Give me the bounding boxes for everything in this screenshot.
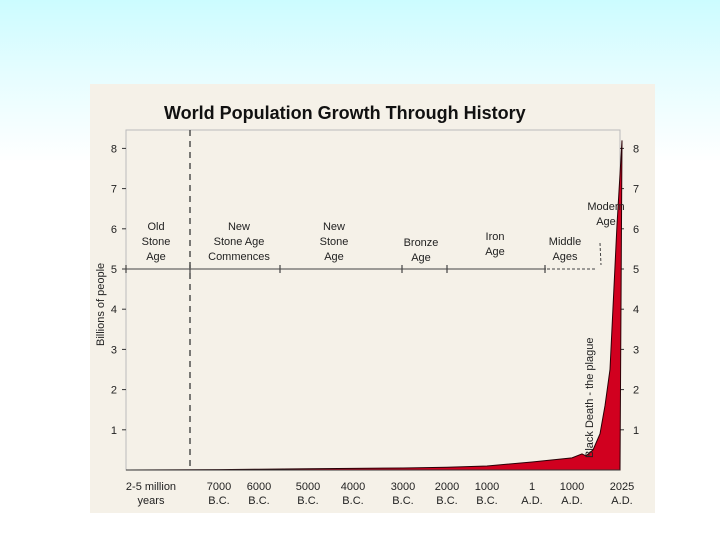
- x-tick-label: 6000 B.C.: [247, 481, 271, 507]
- x-tick-line2: B.C.: [436, 495, 457, 507]
- era-label-line: Age: [146, 251, 166, 263]
- era-label-line: New: [228, 221, 250, 233]
- y-tick-label-right: 8: [633, 143, 639, 155]
- x-tick-line2: B.C.: [342, 495, 363, 507]
- x-tick-line1: 2025: [610, 481, 634, 493]
- era-label-line: Stone: [320, 236, 349, 248]
- x-tick-line2: B.C.: [476, 495, 497, 507]
- x-tick-line1: 7000: [207, 481, 231, 493]
- population-area: [126, 140, 623, 471]
- era-label-line: Age: [411, 252, 431, 264]
- era-label-line: Modern: [587, 201, 624, 213]
- x-tick-line1: 2000: [435, 481, 459, 493]
- era-label-line: Age: [485, 246, 505, 258]
- era-label: Modern Age: [587, 201, 624, 228]
- y-tick-label-right: 4: [633, 304, 639, 316]
- chart-title: World Population Growth Through History: [164, 103, 526, 123]
- x-tick-label: 3000 B.C.: [391, 481, 415, 507]
- era-label-line: Age: [324, 251, 344, 263]
- x-tick-line1: 3000: [391, 481, 415, 493]
- x-tick-label: 1000 A.D.: [560, 481, 584, 507]
- x-tick-line2: B.C.: [208, 495, 229, 507]
- era-label-line: Ages: [552, 251, 578, 263]
- black-death-annotation: Black Death - the plague: [584, 338, 596, 458]
- x-tick-line1: 1000: [560, 481, 584, 493]
- x-tick-line1: 6000: [247, 481, 271, 493]
- era-label-line: Age: [596, 216, 616, 228]
- chart-figure: World Population Growth Through History …: [90, 84, 655, 513]
- x-tick-line2: years: [138, 495, 165, 507]
- chart-svg: World Population Growth Through History …: [95, 103, 639, 507]
- x-tick-line2: B.C.: [297, 495, 318, 507]
- x-tick-line2: A.D.: [561, 495, 582, 507]
- y-tick-label-left: 7: [111, 184, 117, 196]
- era-label-line: Middle: [549, 236, 581, 248]
- y-tick-label-left: 5: [111, 264, 117, 276]
- plot-area: [125, 129, 621, 471]
- era-label-line: Bronze: [404, 237, 439, 249]
- x-tick-label: 2-5 million years: [126, 481, 176, 507]
- y-tick-label-right: 5: [633, 264, 639, 276]
- y-tick-label-left: 6: [111, 224, 117, 236]
- era-label: Old Stone Age: [142, 221, 171, 263]
- x-tick-label: 2000 B.C.: [435, 481, 459, 507]
- x-tick-line2: A.D.: [521, 495, 542, 507]
- x-tick-line2: B.C.: [248, 495, 269, 507]
- era-label-line: Old: [147, 221, 164, 233]
- era-label: Bronze Age: [404, 237, 439, 264]
- era-label-line: Iron: [486, 231, 505, 243]
- x-tick-label: 5000 B.C.: [296, 481, 320, 507]
- era-label: New Stone Age Commences: [208, 221, 270, 263]
- x-tick-line1: 1000: [475, 481, 499, 493]
- era-label: New Stone Age: [320, 221, 349, 263]
- y-tick-label-right: 3: [633, 344, 639, 356]
- y-tick-label-right: 1: [633, 425, 639, 437]
- x-tick-label: 1000 B.C.: [475, 481, 499, 507]
- x-tick-line2: A.D.: [611, 495, 632, 507]
- x-tick-label: 2025 A.D.: [610, 481, 634, 507]
- era-label: Iron Age: [485, 231, 505, 258]
- y-tick-label-right: 6: [633, 224, 639, 236]
- y-tick-label-right: 2: [633, 385, 639, 397]
- era-label-line: Stone: [142, 236, 171, 248]
- modern-age-pointer: [599, 242, 602, 266]
- y-tick-label-left: 1: [111, 425, 117, 437]
- y-tick-label-left: 3: [111, 344, 117, 356]
- y-tick-label-left: 8: [111, 143, 117, 155]
- y-axis-label: Billions of people: [95, 263, 107, 346]
- y-tick-label-right: 7: [633, 184, 639, 196]
- era-label-line: Stone Age: [214, 236, 265, 248]
- era-label-line: New: [323, 221, 345, 233]
- x-tick-label: 7000 B.C.: [207, 481, 231, 507]
- era-label-line: Commences: [208, 251, 270, 263]
- x-tick-line1: 2-5 million: [126, 481, 176, 493]
- x-tick-line1: 5000: [296, 481, 320, 493]
- y-tick-label-left: 4: [111, 304, 117, 316]
- x-tick-label: 4000 B.C.: [341, 481, 365, 507]
- x-tick-line2: B.C.: [392, 495, 413, 507]
- y-tick-label-left: 2: [111, 385, 117, 397]
- x-tick-line1: 4000: [341, 481, 365, 493]
- x-tick-line1: 1: [529, 481, 535, 493]
- x-tick-label: 1 A.D.: [521, 481, 542, 507]
- era-label: Middle Ages: [549, 236, 581, 263]
